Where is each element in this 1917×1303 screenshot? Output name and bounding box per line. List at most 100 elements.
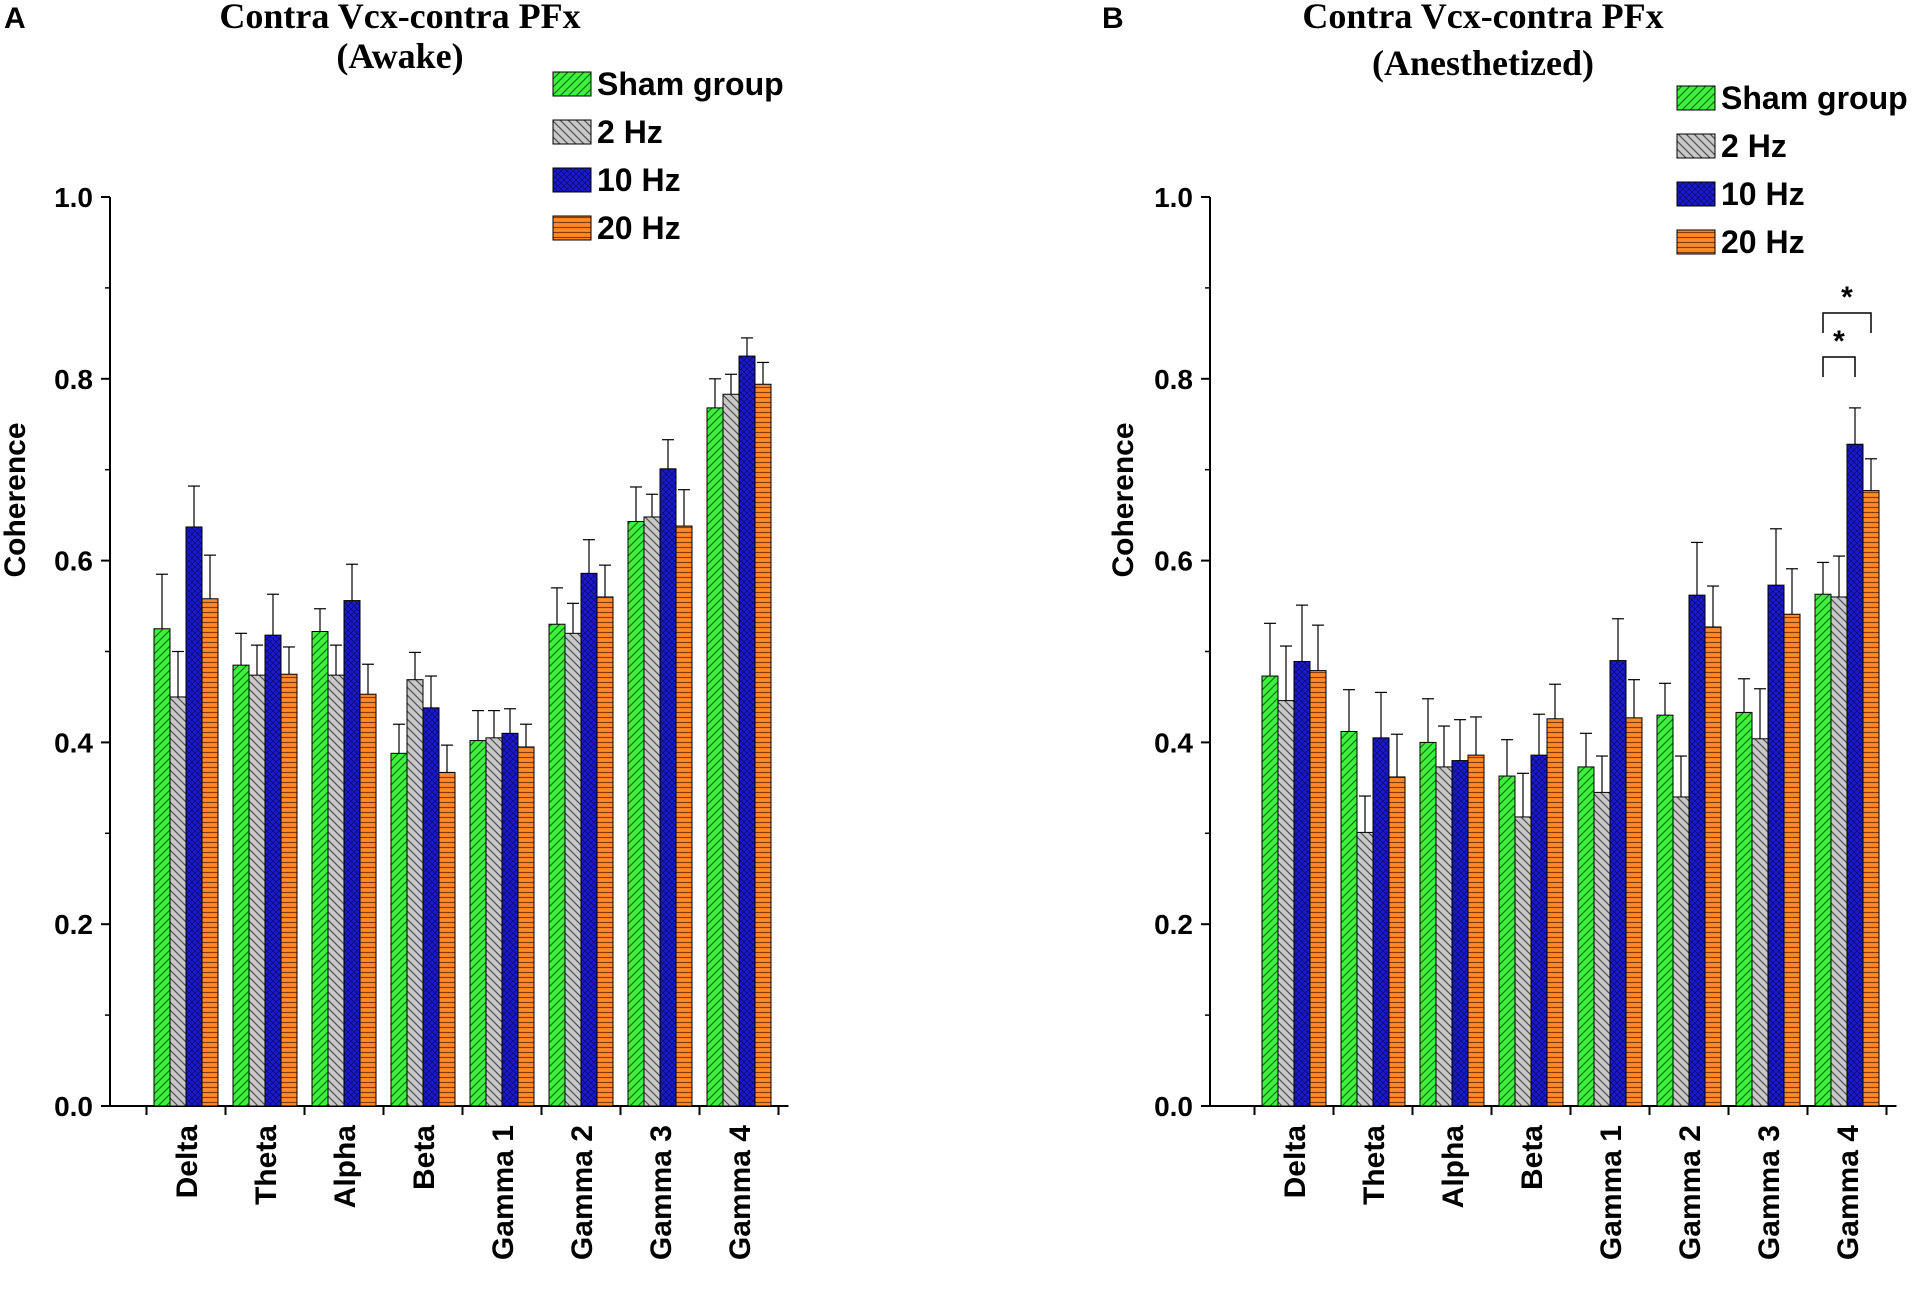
bar-hz2	[1830, 596, 1848, 1107]
significance-star: *	[1833, 325, 1845, 358]
bar-hz10	[343, 600, 361, 1107]
bar-hz20	[1783, 613, 1801, 1107]
bar-sham	[1340, 730, 1358, 1107]
bar-hz2	[1751, 738, 1769, 1107]
y-tick-label: 0.4	[1154, 727, 1193, 758]
bar-sham	[311, 631, 329, 1107]
legend-swatch-hz2	[552, 119, 592, 145]
bar-hz20	[596, 596, 614, 1107]
y-tick-label: 0.6	[1154, 546, 1193, 577]
bar-hz2	[1277, 700, 1295, 1107]
bar-hz10	[422, 707, 440, 1107]
y-axis: 0.0 0.2 0.4 0.6 0.8 1.0	[1154, 182, 1211, 1122]
bar-sham	[1577, 766, 1595, 1107]
x-tick-label: Beta	[408, 1125, 441, 1190]
bar-hz2	[485, 737, 503, 1107]
y-tick-label: 0.0	[1154, 1091, 1193, 1122]
chart-title: Contra Vcx-contra PFx	[1302, 0, 1663, 36]
chart-subtitle: (Anesthetized)	[1372, 43, 1594, 83]
bar-hz20	[1546, 718, 1564, 1107]
chart-subtitle: (Awake)	[336, 36, 463, 76]
bar-hz20	[1388, 776, 1406, 1107]
bar-hz20	[1862, 490, 1880, 1107]
bar-hz2	[1593, 791, 1611, 1107]
x-tick-label: Beta	[1516, 1125, 1549, 1190]
bar-hz2	[722, 393, 740, 1107]
legend-swatch-hz10	[552, 167, 592, 193]
bar-sham	[153, 628, 171, 1107]
y-tick-label: 0.6	[54, 546, 93, 577]
bar-sham	[469, 740, 487, 1107]
bar-hz20	[517, 746, 535, 1107]
bar-hz20	[675, 525, 693, 1107]
bar-hz10	[1293, 660, 1311, 1107]
bar-sham	[1261, 675, 1279, 1107]
x-tick-label: Gamma 4	[724, 1125, 757, 1260]
x-tick-label: Delta	[1279, 1125, 1312, 1199]
bar-hz10	[1846, 443, 1864, 1107]
x-tick-label: Delta	[171, 1125, 204, 1199]
bar-hz2	[1672, 796, 1690, 1107]
x-tick-label: Alpha	[1437, 1125, 1470, 1209]
bar-hz20	[1704, 626, 1722, 1107]
bar-sham	[1735, 711, 1753, 1107]
bar-hz2	[248, 674, 266, 1107]
legend-swatch-hz10	[1676, 181, 1716, 207]
legend-swatch-sham	[552, 71, 592, 97]
x-tick-label: Theta	[250, 1125, 283, 1205]
x-tick-label: Gamma 1	[487, 1125, 520, 1260]
y-tick-label: 0.8	[1154, 364, 1193, 395]
x-tick-label: Gamma 1	[1595, 1125, 1628, 1260]
legend-label: 10 Hz	[597, 162, 681, 198]
bar-hz2	[406, 679, 424, 1107]
bar-sham	[706, 407, 724, 1107]
y-tick-label: 0.0	[54, 1091, 93, 1122]
significance-bracket	[1822, 312, 1872, 333]
bar-hz10	[185, 526, 203, 1107]
x-tick-label: Gamma 2	[1674, 1125, 1707, 1260]
bar-hz2	[564, 632, 582, 1107]
bar-hz2	[643, 516, 661, 1107]
bar-hz10	[501, 732, 519, 1107]
significance-bracket	[1822, 356, 1856, 377]
legend: Sham group 2 Hz 10 Hz 20 Hz	[1676, 80, 1908, 260]
y-axis: 0.0 0.2 0.4 0.6 0.8 1.0	[54, 182, 111, 1122]
bar-hz2	[1356, 831, 1374, 1107]
x-tick-label: Gamma 2	[566, 1125, 599, 1260]
x-tick-label: Alpha	[329, 1125, 362, 1209]
bar-sham	[548, 623, 566, 1107]
bar-hz10	[580, 572, 598, 1107]
bar-sham	[390, 752, 408, 1107]
bar-hz10	[738, 355, 756, 1107]
bar-sham	[1814, 593, 1832, 1107]
panel-b: B Contra Vcx-contra PFx (Anesthetized) C…	[1102, 0, 1908, 1260]
bar-hz10	[1530, 754, 1548, 1107]
y-tick-label: 0.2	[1154, 909, 1193, 940]
legend-label: 20 Hz	[1721, 224, 1805, 260]
x-tick-label: Theta	[1358, 1125, 1391, 1205]
bar-hz20	[1625, 717, 1643, 1107]
legend-label: 20 Hz	[597, 210, 681, 246]
legend-swatch-hz20	[552, 215, 592, 241]
legend-label: Sham group	[1721, 80, 1908, 116]
bar-hz20	[1467, 754, 1485, 1107]
bar-hz2	[169, 696, 187, 1107]
x-tick-label: Gamma 4	[1832, 1125, 1865, 1260]
legend-label: 10 Hz	[1721, 176, 1805, 212]
legend-label: Sham group	[597, 66, 784, 102]
bar-sham	[1419, 741, 1437, 1107]
bar-hz10	[659, 468, 677, 1107]
x-tick-label: Gamma 3	[645, 1125, 678, 1260]
chart-title: Contra Vcx-contra PFx	[219, 0, 580, 36]
y-tick-label: 0.4	[54, 727, 93, 758]
legend-swatch-sham	[1676, 85, 1716, 111]
bar-hz20	[438, 771, 456, 1107]
bar-hz20	[201, 598, 219, 1107]
bar-hz2	[1435, 766, 1453, 1107]
bar-hz10	[1609, 660, 1627, 1107]
y-axis-label: Coherence	[1107, 422, 1140, 577]
bar-hz10	[264, 634, 282, 1107]
bar-sham	[232, 664, 250, 1107]
y-tick-label: 1.0	[54, 182, 93, 213]
bar-hz10	[1688, 594, 1706, 1107]
